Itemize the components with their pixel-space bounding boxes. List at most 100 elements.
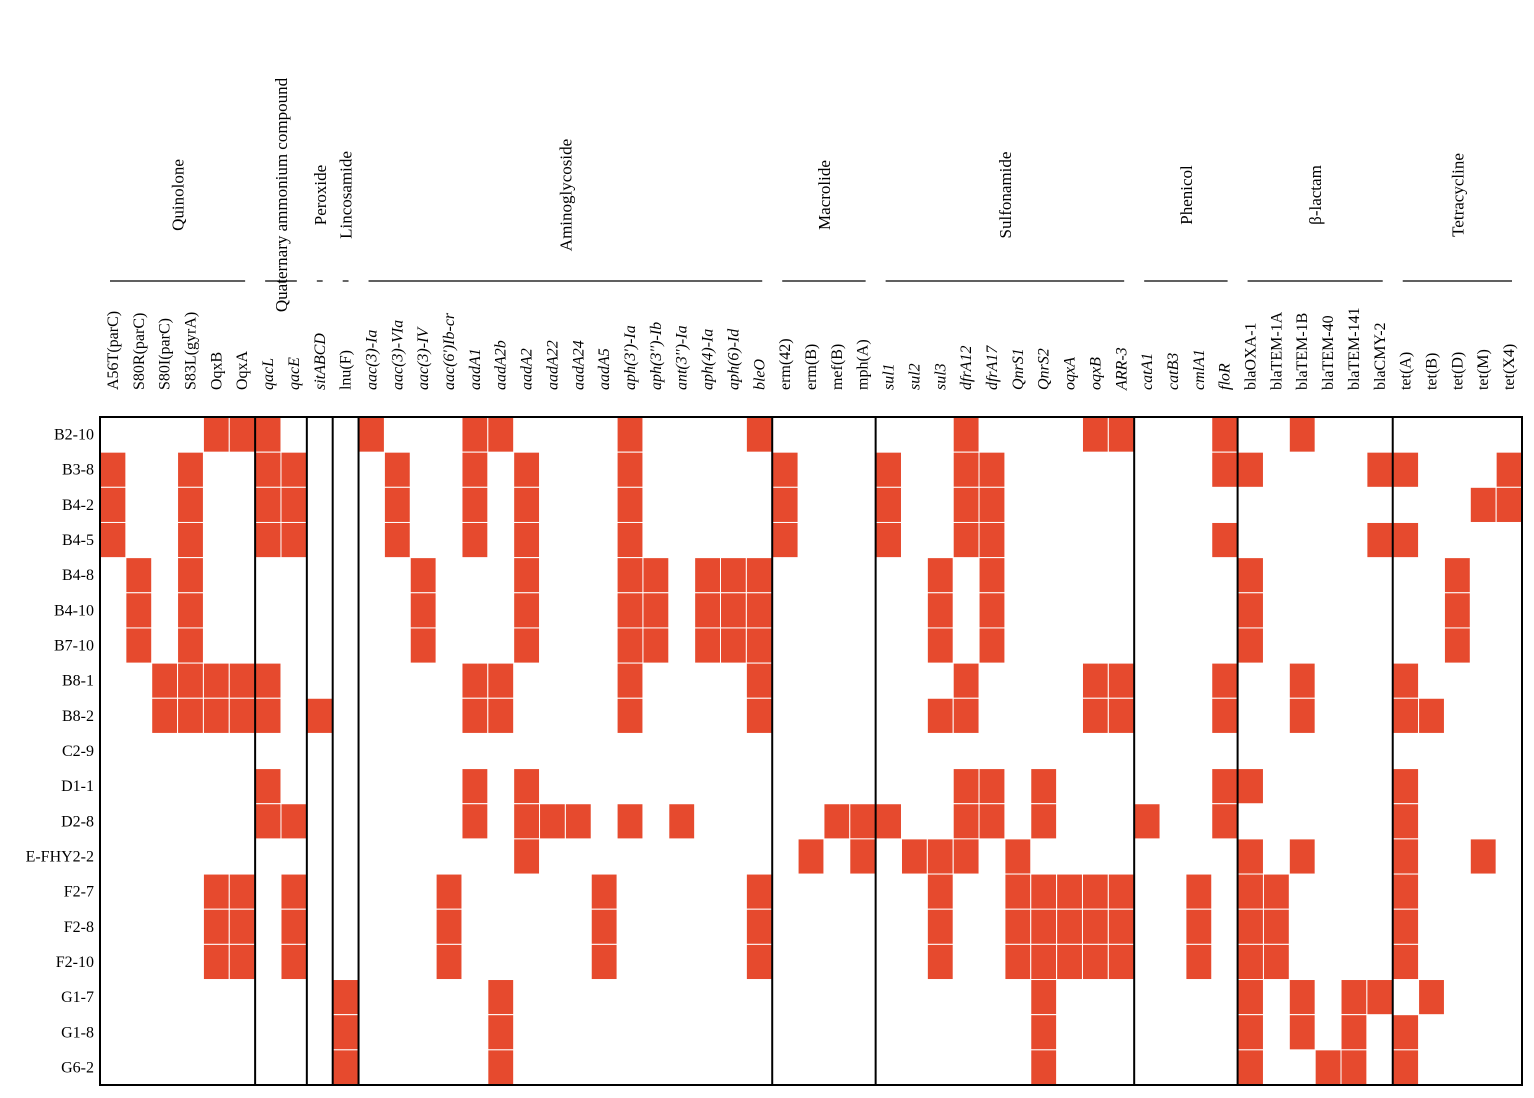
cell-b2-10-arr-3 — [1107, 416, 1135, 453]
column-label-tet-m: tet(M) — [1475, 349, 1492, 390]
group-label-tetracycline: Tetracycline — [1448, 153, 1467, 237]
cell-b4-2-dfra17 — [978, 486, 1006, 523]
cell-b2-10-oqxb — [202, 416, 230, 453]
row-label-f2-10: F2-10 — [56, 954, 94, 971]
cell-d2-8-aada22 — [539, 803, 566, 840]
cell-b7-10-blaoxa-1 — [1237, 627, 1264, 664]
cell-b3-8-dfra12 — [952, 451, 980, 488]
row-label-b4-8: B4-8 — [62, 567, 94, 584]
cell-b4-10-aph-6-id — [720, 592, 747, 629]
column-label-qnrs1: QnrS1 — [1010, 348, 1027, 390]
row-label-d1-1: D1-1 — [61, 778, 94, 795]
cell-e-fhy2-2-sul3 — [926, 838, 954, 875]
column-label-aac-3-via: aac(3)-VIa — [389, 320, 406, 390]
cell-f2-8-bleo — [745, 908, 773, 945]
row-label-b3-8: B3-8 — [62, 462, 94, 479]
cell-b7-10-tet-d — [1443, 627, 1471, 664]
column-label-sul2: sul2 — [906, 363, 923, 390]
cell-b8-1-qacl — [254, 662, 282, 699]
cell-b2-10-bleo — [745, 416, 773, 453]
cell-b4-2-tet-m — [1469, 486, 1497, 523]
cell-d2-8-aada2 — [513, 803, 541, 840]
group-labels: Quinolone Quaternary ammonium compound Per… — [110, 77, 1512, 312]
cell-b8-2-aph-3-ia — [616, 697, 644, 734]
cell-b2-10-aph-3-ia — [616, 416, 644, 453]
cell-b3-8-aada1 — [461, 451, 489, 488]
cell-f2-10-oqxa — [1056, 943, 1083, 981]
cell-d1-1-blaoxa-1 — [1237, 768, 1264, 805]
cell-g1-7-blatem-1b — [1288, 979, 1316, 1016]
column-label-aac-3-iv: aac(3)-IV — [415, 326, 432, 390]
column-label-dfra12: dfrA12 — [958, 346, 975, 390]
column-label-flor: floR — [1217, 363, 1234, 390]
cell-f2-10-sul3 — [926, 943, 954, 981]
column-label-arr-3: ARR-3 — [1113, 347, 1130, 391]
cell-d1-1-aada1 — [461, 768, 489, 805]
cell-b4-2-dfra12 — [952, 486, 980, 523]
cell-d1-1-tet-a — [1392, 768, 1420, 805]
cell-b4-8-tet-d — [1443, 557, 1471, 594]
cell-e-fhy2-2-dfra12 — [952, 838, 980, 875]
cell-b8-2-tet-a — [1392, 697, 1420, 734]
row-label-b2-10: B2-10 — [54, 427, 94, 444]
cell-b8-2-oqxb — [202, 697, 230, 734]
cell-f2-7-bleo — [745, 873, 773, 910]
column-label-mef-b: mef(B) — [829, 344, 846, 390]
group-label-sulfonamide: Sulfonamide — [996, 152, 1015, 239]
cell-b8-1-s83l-gyra — [177, 662, 204, 699]
column-label-qace: qacE — [286, 357, 303, 390]
cell-f2-8-cmla1 — [1185, 908, 1213, 945]
column-label-tet-a: tet(A) — [1398, 352, 1415, 390]
cell-b4-5-aph-3-ia — [616, 521, 644, 559]
cell-b3-8-blaoxa-1 — [1237, 451, 1264, 488]
column-labels: A56T(parC) S80R(parC) S80I(parC) S83L(gyrA)… — [105, 307, 1518, 391]
cell-f2-10-aac-6-ib-cr — [435, 943, 463, 981]
cell-e-fhy2-2-mph-a — [849, 838, 877, 875]
cell-f2-8-oqxa — [228, 908, 256, 945]
cell-f2-8-qnrs2 — [1030, 908, 1058, 945]
cell-d2-8-cata1 — [1133, 803, 1161, 840]
cell-g1-7-qnrs2 — [1030, 979, 1058, 1016]
heatmap-cells — [99, 416, 1523, 1086]
cell-f2-10-qnrs1 — [1004, 943, 1032, 981]
cell-b7-10-s80r-parc — [125, 627, 153, 664]
cell-b2-10-aada2b — [487, 416, 515, 453]
row-label-f2-8: F2-8 — [64, 919, 94, 936]
cell-b2-10-blatem-1b — [1288, 416, 1316, 453]
cell-b2-10-aada1 — [461, 416, 489, 453]
row-label-g1-8: G1-8 — [61, 1024, 94, 1041]
column-label-sul3: sul3 — [932, 363, 949, 390]
cell-g1-8-blatem-1b — [1288, 1014, 1316, 1051]
column-label-aada5: aadA5 — [596, 348, 613, 390]
cell-g6-2-blatem-141 — [1340, 1049, 1368, 1086]
cell-d2-8-aada24 — [564, 803, 592, 840]
column-label-blatem-1a: blaTEM-1A — [1268, 311, 1285, 390]
cell-b3-8-dfra17 — [978, 451, 1006, 488]
column-label-aada1: aadA1 — [467, 348, 484, 390]
cell-b4-5-a56t-parc — [99, 521, 127, 559]
cell-b4-8-sul3 — [926, 557, 954, 594]
cell-d2-8-tet-a — [1392, 803, 1420, 840]
cell-f2-7-sul3 — [926, 873, 954, 910]
cell-b4-5-tet-a — [1392, 521, 1420, 559]
cell-f2-8-qnrs1 — [1004, 908, 1032, 945]
cell-g1-8-qnrs2 — [1030, 1014, 1058, 1051]
cell-b8-1-flor — [1211, 662, 1239, 699]
cell-b4-5-erm-42 — [771, 521, 799, 559]
column-label-qacl: qacL — [260, 358, 277, 390]
group-label-quaternary-ammonium-compound: Quaternary ammonium compound — [272, 77, 291, 312]
cell-b4-5-aac-3-via — [383, 521, 411, 559]
column-label-cmla1: cmlA1 — [1191, 349, 1208, 390]
cell-b4-2-s83l-gyra — [177, 486, 204, 523]
cell-g6-2-tet-a — [1392, 1049, 1420, 1086]
row-label-d2-8: D2-8 — [61, 813, 94, 830]
group-label-aminoglycoside: Aminoglycoside — [556, 139, 575, 251]
cell-d1-1-dfra12 — [952, 768, 980, 805]
cell-d2-8-dfra12 — [952, 803, 980, 840]
cell-b2-10-oqxa — [228, 416, 256, 453]
cell-b4-10-blaoxa-1 — [1237, 592, 1264, 629]
cell-f2-8-oqxb — [202, 908, 230, 945]
cell-f2-10-qnrs2 — [1030, 943, 1058, 981]
cell-b4-5-blacmy-2 — [1366, 521, 1394, 559]
